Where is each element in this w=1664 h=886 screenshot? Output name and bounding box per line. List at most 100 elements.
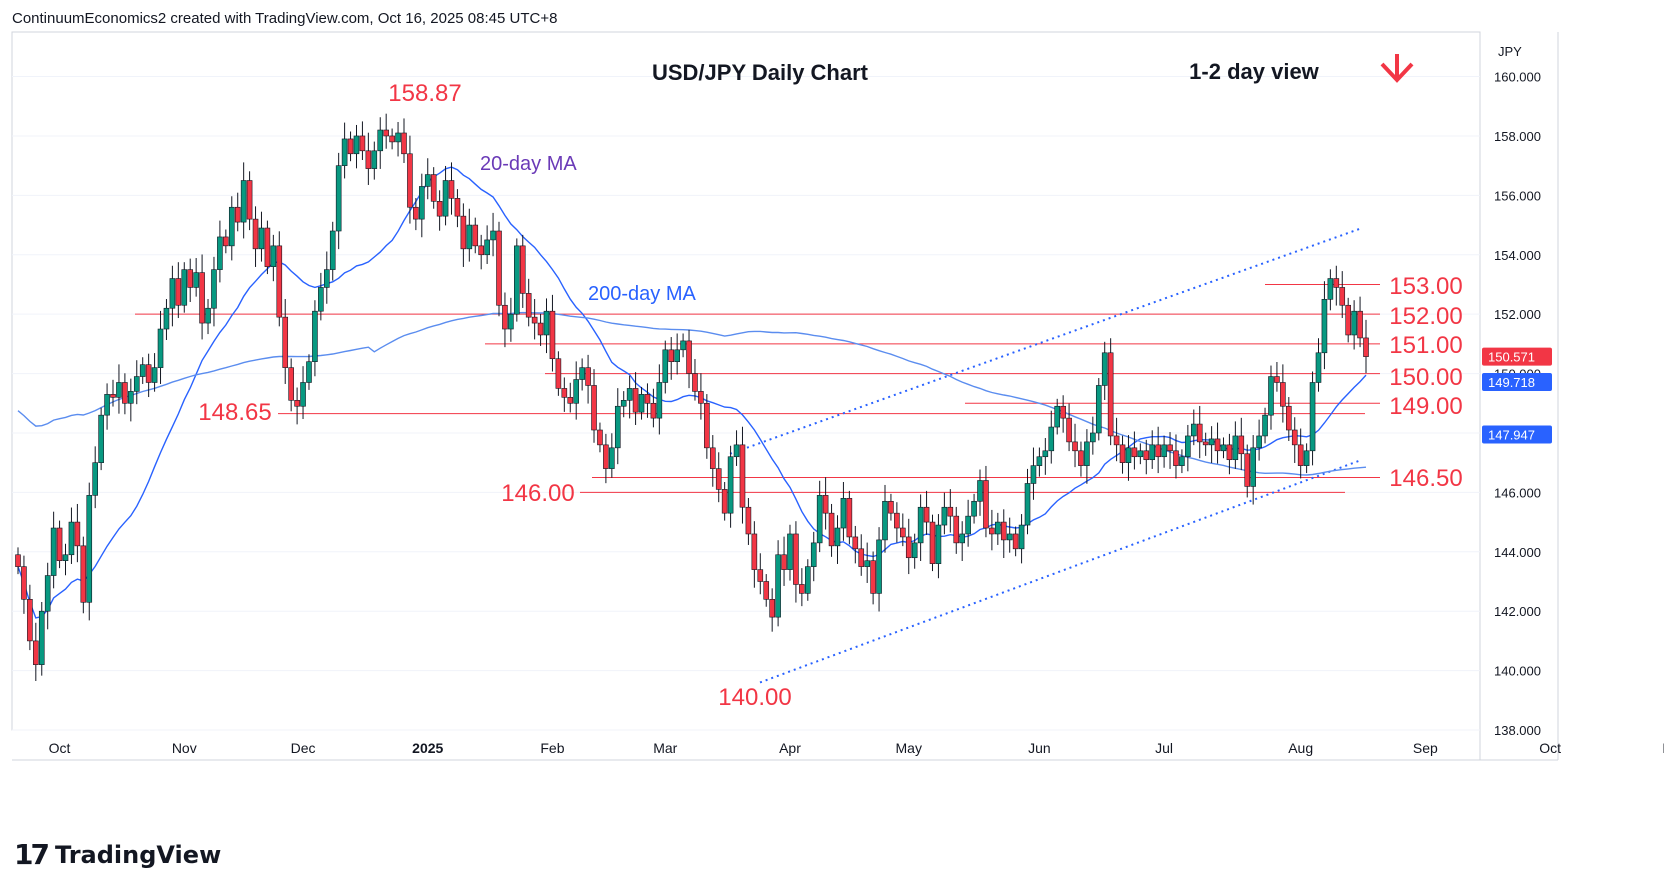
candle-body (323, 269, 330, 288)
candle-body (905, 536, 912, 559)
candle-body (1185, 435, 1191, 458)
candle-body (1286, 405, 1292, 431)
candle-body (828, 512, 835, 547)
candle-body (318, 287, 324, 312)
candle-body (894, 512, 900, 529)
candle-body (704, 402, 710, 449)
candle-body (864, 560, 870, 567)
candle-body (1137, 450, 1144, 458)
candle-body (882, 500, 888, 541)
candle-body (947, 506, 954, 517)
candle-body (133, 376, 140, 392)
candle-body (644, 394, 651, 404)
candle-body (139, 364, 146, 377)
candle-body (329, 230, 336, 270)
level-annotation: 149.00 (1389, 393, 1462, 420)
candle-body (1256, 435, 1262, 449)
candle-body (92, 462, 98, 496)
candle-body (769, 599, 775, 618)
candle-body (484, 239, 490, 256)
candle-body (228, 206, 235, 247)
candle-body (834, 527, 841, 547)
price-tag-label: 150.571 (1488, 350, 1535, 365)
candle-body (234, 206, 241, 223)
time-tick-label: 2025 (412, 740, 443, 756)
candle-body (38, 610, 45, 665)
candle-body (365, 150, 372, 169)
candle-body (603, 444, 609, 469)
candle-body (110, 394, 116, 398)
price-tag-label: 149.718 (1488, 375, 1535, 390)
price-chart[interactable]: 160.000 158.000 156.000 154.000 152.000 150.0… (0, 0, 1664, 830)
candle-body (609, 447, 615, 469)
candle-body (1321, 299, 1328, 354)
candle-body (537, 322, 544, 336)
candle-body (1024, 483, 1031, 526)
candle-body (745, 506, 752, 535)
plot-frame (11, 31, 1481, 731)
candle-body (169, 278, 176, 309)
candle-body (858, 548, 865, 567)
candle-body (44, 575, 51, 612)
candle-body (989, 527, 995, 535)
time-tick-label: Jun (1028, 740, 1051, 756)
candle-body (1345, 304, 1351, 336)
candle-body (1143, 450, 1150, 461)
candle-body (389, 135, 395, 143)
candle-body (793, 533, 799, 585)
price-tick-label: 140.000 (1494, 664, 1541, 679)
candle-body (870, 560, 876, 594)
candle-body (1196, 423, 1203, 443)
candle-body (508, 313, 514, 330)
candle-body (626, 388, 633, 401)
price-tick-label: 160.000 (1494, 70, 1541, 85)
candle-body (929, 521, 936, 564)
candle-body (995, 521, 1001, 535)
price-tick-label: 154.000 (1494, 248, 1541, 263)
candle-body (472, 224, 479, 247)
candle-body (686, 340, 692, 374)
candle-body (187, 269, 194, 288)
candle-body (1250, 447, 1256, 487)
candle-body (668, 349, 675, 362)
candle-body (496, 230, 502, 306)
candle-body (787, 533, 793, 570)
candle-body (1315, 352, 1322, 383)
level-annotation: 148.65 (198, 399, 271, 426)
candle-body (223, 236, 229, 247)
level-annotation: 152.00 (1389, 303, 1462, 330)
candle-body (300, 382, 306, 407)
candle-body (1291, 429, 1298, 446)
candle-body (502, 304, 508, 330)
candle-body (1119, 444, 1126, 463)
candle-body (1125, 447, 1132, 463)
candle-body (1095, 385, 1102, 434)
candle-body (211, 269, 217, 309)
candle-body (1012, 533, 1019, 550)
candle-body (33, 640, 39, 665)
candle-body (1000, 521, 1007, 541)
tradingview-brand: TradingView (54, 840, 222, 869)
level-annotation: 146.00 (501, 480, 574, 507)
candle-body (1262, 414, 1268, 437)
candle-body (56, 527, 63, 561)
candle-body (86, 495, 93, 603)
channel-lower (759, 458, 1363, 684)
candle-body (163, 307, 170, 330)
candle-body (757, 569, 764, 582)
ma-20-label: 20-day MA (480, 153, 577, 175)
candle-body (698, 391, 704, 404)
candle-body (1244, 453, 1251, 487)
candle-body (1101, 352, 1108, 386)
time-tick-label: May (896, 740, 922, 756)
price-tags: 150.571 149.718 147.947 (1482, 347, 1552, 444)
candle-body (1327, 278, 1334, 300)
candle-body (1149, 444, 1156, 461)
candle-body (638, 394, 645, 413)
candle-body (514, 245, 520, 315)
candle-body (775, 554, 781, 618)
tradingview-logo[interactable]: 17 TradingView (14, 838, 221, 871)
candle-body (383, 129, 389, 137)
candle-body (217, 236, 223, 270)
candle-body (573, 379, 580, 404)
